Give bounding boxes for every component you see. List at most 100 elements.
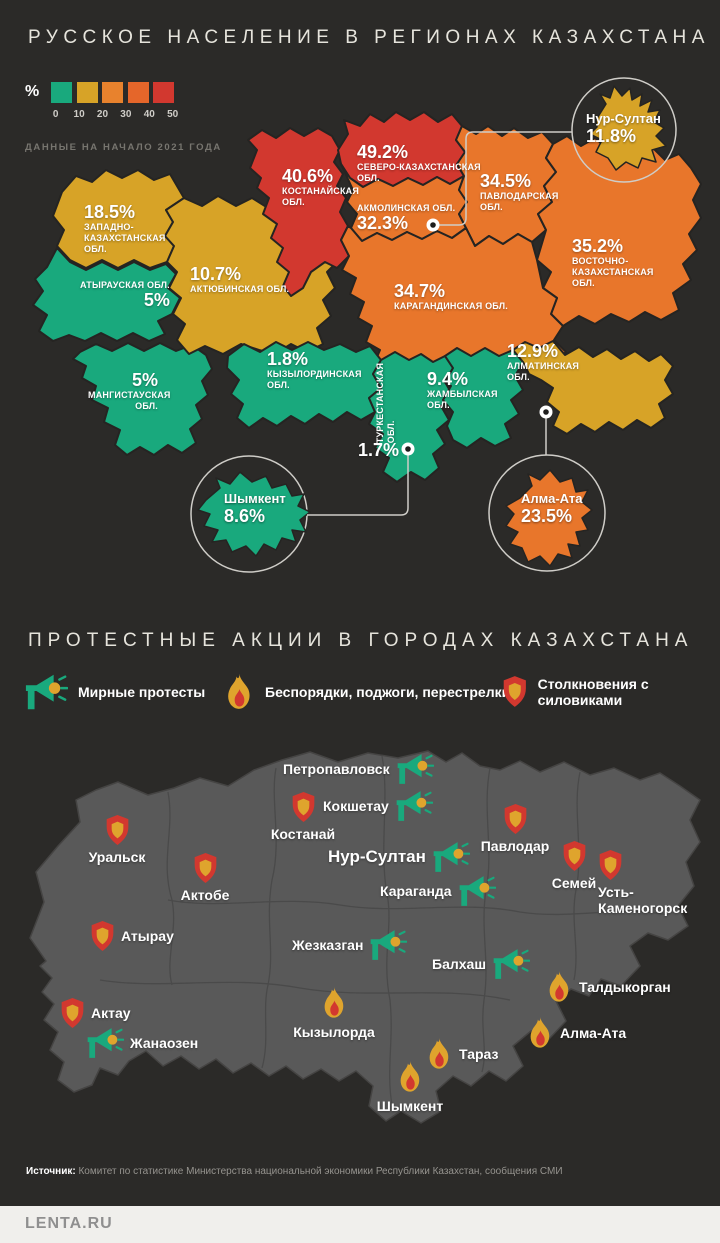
city-shymkent: Шымкент [376,1059,444,1114]
region-label-east-kazakhstan: 35.2% ВОСТОЧНО- КАЗАХСТАНСКАЯ ОБЛ. [572,237,654,290]
city-balkhash: Балхаш [432,947,530,981]
legend-label: Беспорядки, поджоги, перестрелки [265,684,511,700]
region-label-pavlodar: 34.5% ПАВЛОДАРСКАЯ ОБЛ. [480,172,559,213]
city-atyrau: Атырау [90,920,174,952]
city-label: Костанай [270,826,336,842]
city-label: Караганда [380,883,452,899]
shield-icon [60,997,85,1029]
legend-tick: 10 [73,109,85,120]
city-label: Усть- Каменогорск [598,884,688,916]
nur-sultan-callout-label: Нур-Султан 11.8% [586,111,661,147]
region-name: КОСТАНАЙСКАЯ ОБЛ. [282,185,360,208]
city-label: Талдыкорган [579,979,671,995]
protest-title: ПРОТЕСТНЫЕ АКЦИИ В ГОРОДАХ КАЗАХСТАНА [28,630,694,651]
city-almaty: Алма-Ата [527,1015,626,1051]
region-label-turkestan-name: ТУРКЕСТАНСКАЯ ОБЛ. [375,353,398,443]
city-label: Тараз [459,1046,499,1062]
legend-swatch-orange-red [127,82,149,103]
region-name: КАРАГАНДИНСКАЯ ОБЛ. [394,300,508,311]
city-petropavlovsk: Петропавловск [283,752,434,786]
legend-swatch-orange [102,82,123,103]
region-label-aktobe: 10.7% АКТЮБИНСКАЯ ОБЛ. [190,265,289,295]
footer-bar: LENTA.RU [0,1206,720,1243]
source-text: Комитет по статистике Министерства нацио… [75,1166,563,1177]
region-value: 9.4% [427,369,469,389]
region-shape-mangystau [72,342,213,456]
city-zhanaozen: Жанаозен [86,1026,198,1060]
city-label: Семей [551,875,597,891]
region-name: МАНГИСТАУСКАЯ ОБЛ. [88,389,171,412]
region-shape-zhambyl [442,347,524,449]
region-value: 5% [131,370,158,390]
source-line: Источник: Комитет по статистике Министер… [26,1166,563,1177]
megaphone-icon [369,928,407,962]
shield-icon [502,674,528,709]
shield-icon [105,814,130,846]
city-label: Кокшетау [323,798,389,814]
region-value: 49.2% [357,142,409,162]
city-kyzylorda: Кызылорда [293,985,375,1040]
lenta-logo: LENTA.RU [25,1215,113,1232]
region-label-west-kazakhstan: 18.5% ЗАПАДНО- КАЗАХСТАНСКАЯ ОБЛ. [84,203,166,256]
region-value: 34.5% [480,171,532,191]
fire-icon [321,985,348,1021]
shield-icon [562,840,587,872]
city-kokshetau: Кокшетау [323,789,433,823]
city-label: Нур-Султан [328,847,426,866]
population-title: РУССКОЕ НАСЕЛЕНИЕ В РЕГИОНАХ КАЗАХСТАНА [28,27,710,48]
shymkent-city-shape [197,471,311,557]
region-shape-turkestan [368,351,454,483]
shield-icon [193,852,218,884]
region-value: 1.8% [267,349,309,369]
legend-label: Столкновения с силовиками [537,675,649,708]
city-label: Павлодар [480,838,550,854]
city-karaganda: Караганда [380,874,496,908]
region-value: 18.5% [84,202,136,222]
city-label: Балхаш [432,956,486,972]
city-kostanay: Костанай [266,791,340,842]
legend-swatch-green [51,82,72,103]
city-taraz: Тараз [426,1036,498,1072]
callout-city-value: 11.8% [586,126,637,146]
protest-legend-riots: Беспорядки, поджоги, перестрелки [224,672,510,712]
region-label-mangystau: 5% МАНГИСТАУСКАЯ ОБЛ. [88,370,171,412]
region-label-north-kazakhstan: 49.2% СЕВЕРО-КАЗАХСТАНСКАЯ ОБЛ. [357,143,481,184]
nur-sultan-city-shape [589,85,667,171]
region-name: КЫЗЫЛОРДИНСКАЯ ОБЛ. [267,368,362,391]
legend-tick: 20 [96,109,109,120]
region-label-atyrau: АТЫРАУСКАЯ ОБЛ. 5% [80,280,170,310]
city-aktau: Актау [60,997,131,1029]
region-label-karaganda: 34.7% КАРАГАНДИНСКАЯ ОБЛ. [394,282,508,312]
city-uralsk: Уральск [88,814,146,865]
population-legend-swatches [51,82,174,103]
legend-swatch-gold [76,82,98,103]
protest-legend-clashes: Столкновения с силовиками [502,674,720,709]
region-value: 32.3% [357,213,409,234]
legend-tick: 0 [52,109,59,120]
legend-tick: 50 [167,109,179,120]
region-label-turkestan-value: 1.7% [358,441,399,460]
callout-city-value: 8.6% [224,506,266,526]
region-shape-almaty-region [512,340,674,435]
callout-dots [401,218,553,456]
legend-swatch-red [153,82,174,103]
region-name: ВОСТОЧНО- КАЗАХСТАНСКАЯ ОБЛ. [572,255,654,289]
city-pavlodar: Павлодар [480,803,550,854]
region-name: АКТЮБИНСКАЯ ОБЛ. [190,283,290,294]
city-label: Жанаозен [130,1035,199,1051]
region-value: 35.2% [572,236,624,256]
region-name: ЖАМБЫЛСКАЯ ОБЛ. [427,388,498,411]
legend-label: Мирные протесты [78,684,206,700]
city-label: Актобе [180,887,230,903]
megaphone-icon [86,1026,124,1060]
city-aktobe: Актобе [176,852,234,903]
callout-city-name: Алма-Ата [521,491,583,506]
city-label: Шымкент [376,1098,444,1114]
callout-city-name: Нур-Султан [586,111,661,126]
region-shape-atyrau [32,247,181,342]
legend-unit: % [25,83,40,100]
region-label-kyzylorda: 1.8% КЫЗЫЛОРДИНСКАЯ ОБЛ. [267,350,362,391]
shield-icon [291,791,316,823]
region-shape-kyzylorda [226,341,382,429]
